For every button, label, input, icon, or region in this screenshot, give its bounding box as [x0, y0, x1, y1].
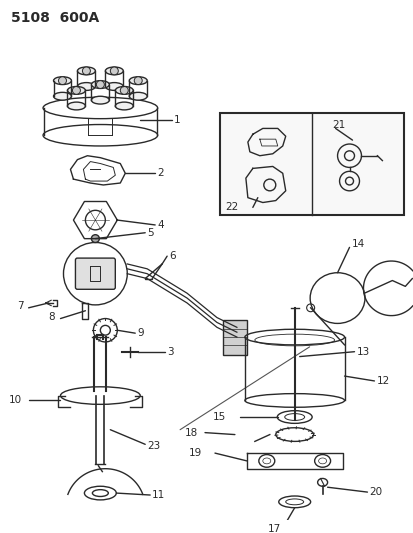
Circle shape — [58, 77, 66, 85]
Text: 12: 12 — [375, 376, 389, 386]
Ellipse shape — [129, 77, 147, 85]
Ellipse shape — [91, 80, 109, 88]
Ellipse shape — [53, 77, 71, 85]
Text: 7: 7 — [17, 301, 23, 311]
Text: 13: 13 — [356, 346, 369, 357]
FancyBboxPatch shape — [223, 319, 246, 354]
Text: 14: 14 — [351, 239, 364, 249]
Text: 9: 9 — [137, 328, 143, 338]
Text: 10: 10 — [9, 395, 22, 406]
Text: 11: 11 — [152, 490, 165, 500]
Bar — [219, 113, 404, 215]
Text: 17: 17 — [268, 524, 281, 533]
Ellipse shape — [115, 86, 133, 94]
Ellipse shape — [115, 102, 133, 110]
Ellipse shape — [77, 83, 95, 91]
Ellipse shape — [77, 67, 95, 75]
Ellipse shape — [67, 102, 85, 110]
Text: 4: 4 — [157, 220, 164, 230]
Ellipse shape — [105, 83, 123, 91]
Text: 22: 22 — [224, 203, 237, 212]
Circle shape — [82, 67, 90, 75]
Text: 1: 1 — [174, 115, 180, 125]
Text: 3: 3 — [167, 346, 173, 357]
Text: 21: 21 — [332, 119, 345, 130]
Ellipse shape — [105, 67, 123, 75]
Text: 5108  600A: 5108 600A — [11, 11, 99, 25]
Ellipse shape — [67, 86, 85, 94]
Ellipse shape — [91, 96, 109, 104]
Text: 8: 8 — [48, 312, 55, 321]
Ellipse shape — [53, 92, 71, 100]
Text: 15: 15 — [212, 412, 225, 422]
Circle shape — [72, 86, 80, 94]
FancyBboxPatch shape — [75, 258, 115, 289]
Text: 20: 20 — [368, 487, 382, 497]
Text: 23: 23 — [147, 441, 160, 451]
Text: 18: 18 — [185, 427, 198, 438]
Text: 5: 5 — [147, 228, 154, 238]
Text: 2: 2 — [157, 168, 164, 178]
Text: 19: 19 — [189, 448, 202, 458]
Circle shape — [110, 67, 118, 75]
Circle shape — [120, 86, 128, 94]
Ellipse shape — [129, 92, 147, 100]
Circle shape — [91, 235, 99, 243]
Circle shape — [96, 80, 104, 88]
Circle shape — [134, 77, 142, 85]
Text: 6: 6 — [169, 251, 176, 261]
